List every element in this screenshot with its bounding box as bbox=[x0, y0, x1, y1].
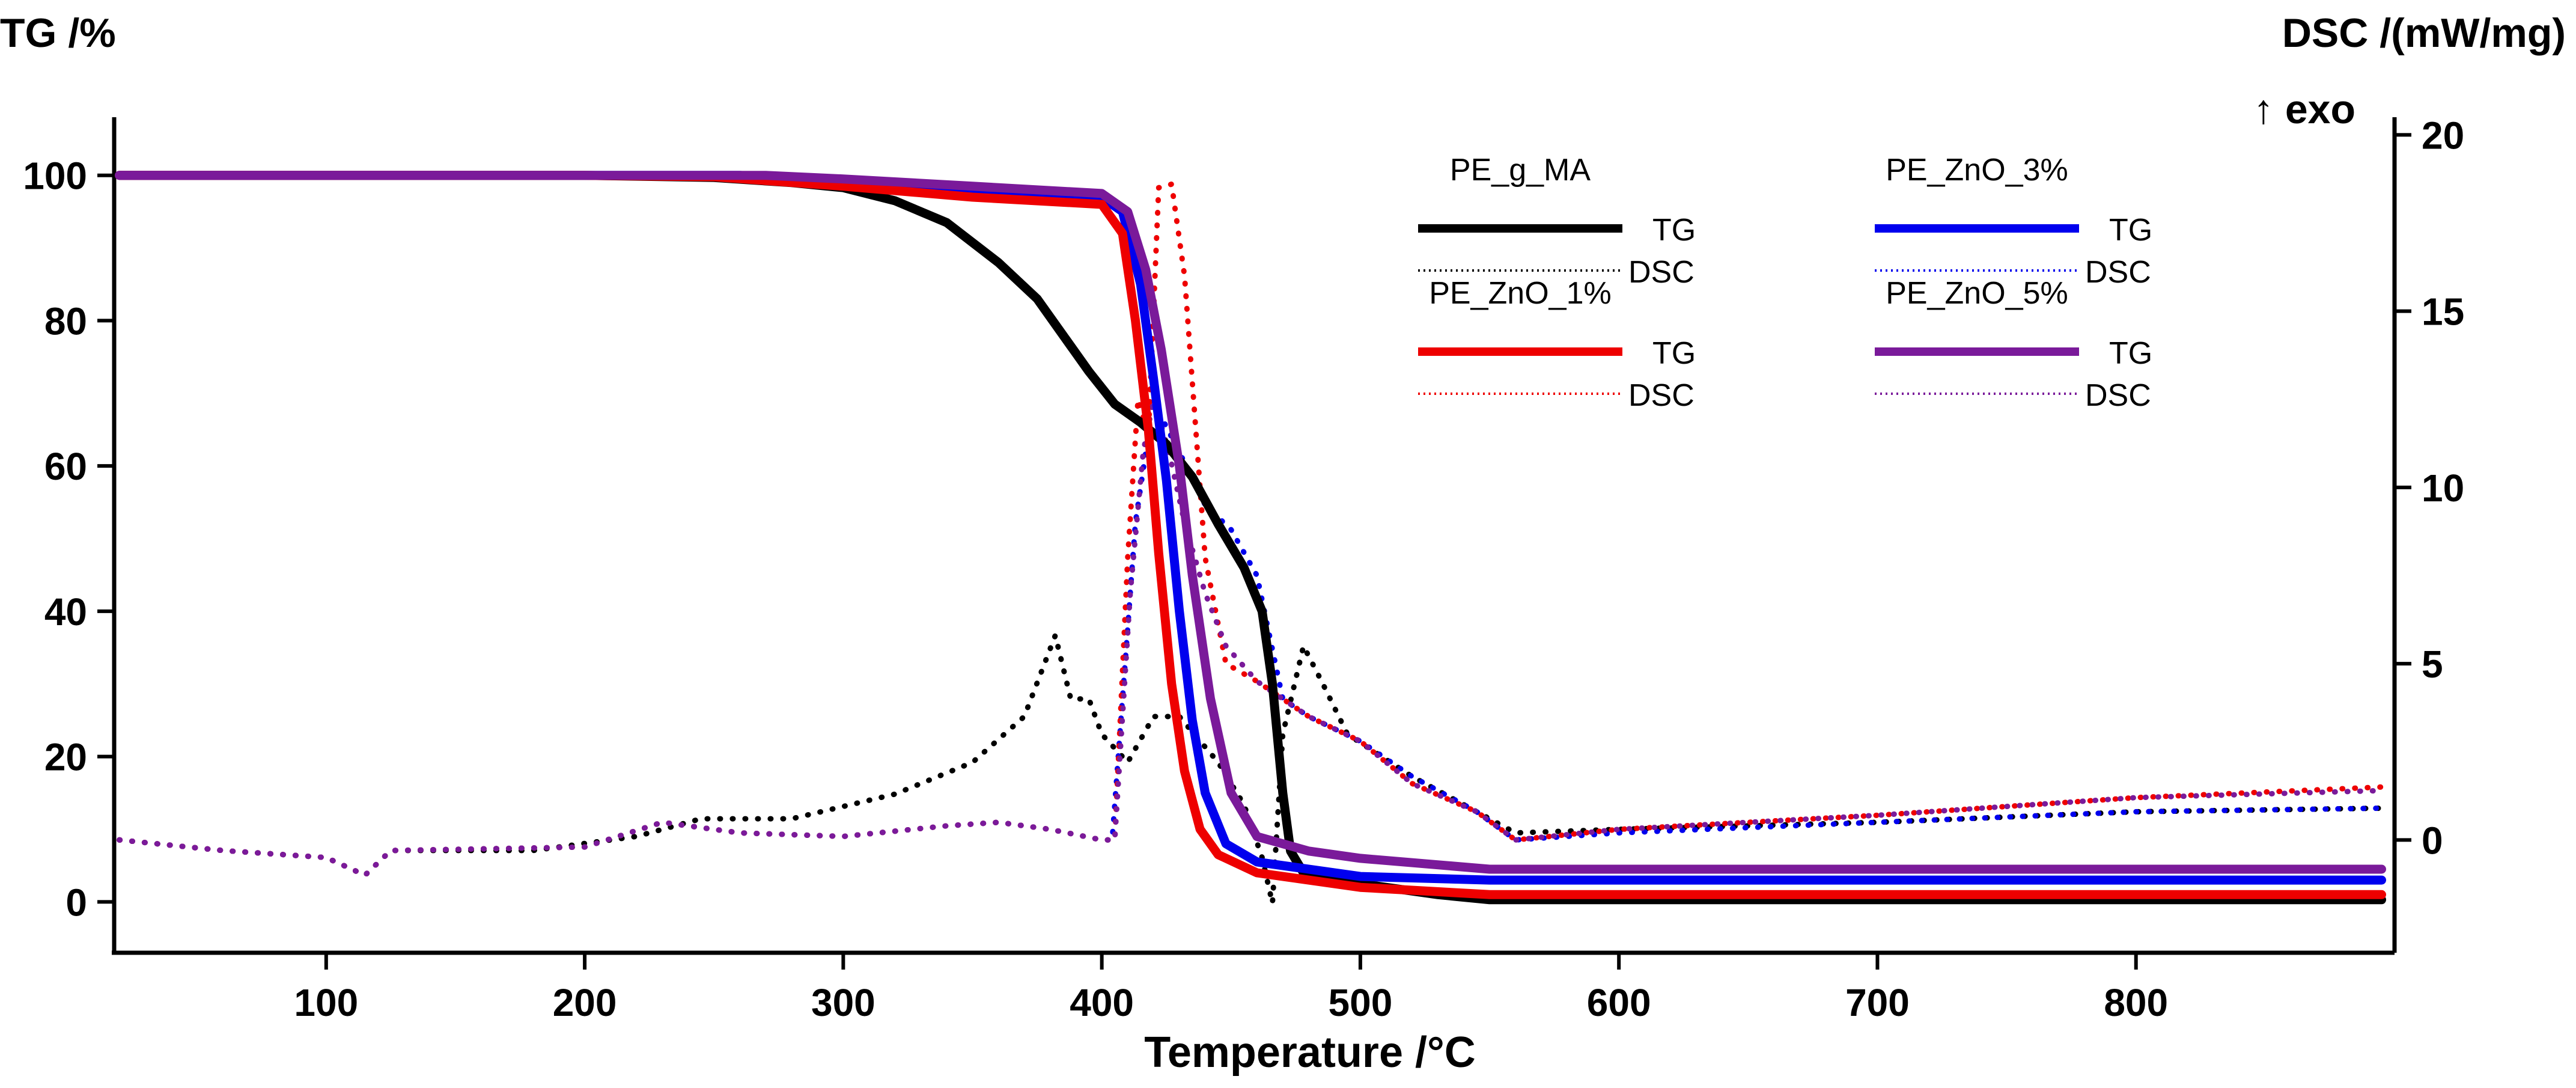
x-tick-label: 200 bbox=[553, 981, 617, 1024]
legend-label-tg: TG bbox=[1652, 213, 1696, 248]
series-pe-zno-3-dsc bbox=[117, 414, 2384, 878]
legend-label-dsc: DSC bbox=[2085, 255, 2151, 290]
x-tick-label: 100 bbox=[294, 981, 358, 1024]
legend: PE_g_MA TG DSC PE_ZnO_3% TG DSC PE_ZnO_1% TG DSC… bbox=[1418, 153, 2152, 413]
legend-label-dsc: DSC bbox=[1628, 378, 1694, 413]
y-left-tick-label: 40 bbox=[44, 590, 87, 634]
legend-label-tg: TG bbox=[2109, 336, 2152, 371]
legend-title-pe-g-ma: PE_g_MA bbox=[1450, 153, 1591, 188]
legend-label-dsc: DSC bbox=[1628, 255, 1694, 290]
x-tick-label: 500 bbox=[1329, 981, 1393, 1024]
y-left-tick-label: 60 bbox=[44, 445, 87, 488]
legend-title-pe-zno-1: PE_ZnO_1% bbox=[1429, 276, 1612, 311]
legend-label-tg: TG bbox=[2109, 213, 2152, 248]
x-tick-label: 400 bbox=[1070, 981, 1134, 1024]
x-tick-label: 600 bbox=[1587, 981, 1651, 1024]
y-right-axis-title: DSC /(mW/mg) bbox=[2282, 10, 2566, 56]
y-right-tick-label: 20 bbox=[2422, 114, 2464, 157]
series-pe-zno-1-tg bbox=[115, 171, 2386, 899]
curves bbox=[115, 171, 2386, 906]
y-left-axis-title: TG /% bbox=[0, 10, 116, 56]
y-right-tick-label: 10 bbox=[2422, 466, 2464, 510]
axes bbox=[112, 117, 2397, 955]
legend-title-pe-zno-3: PE_ZnO_3% bbox=[1886, 153, 2068, 188]
series-pe-zno-5-tg bbox=[115, 171, 2386, 874]
y-right-tick-label: 5 bbox=[2422, 643, 2443, 686]
y-right-tick-label: 15 bbox=[2422, 290, 2464, 334]
y-left-tick-label: 100 bbox=[23, 154, 87, 198]
y-right-tick-label: 0 bbox=[2422, 819, 2443, 862]
x-axis-title: Temperature /°C bbox=[1144, 1028, 1476, 1077]
y-left-tick-label: 80 bbox=[44, 299, 87, 343]
ticks: 100 200 300 400 500 600 700 800 0 20 40 60 80 100 0 5 10… bbox=[23, 114, 2464, 1024]
legend-label-tg: TG bbox=[1652, 336, 1696, 371]
y-left-tick-label: 0 bbox=[65, 881, 87, 924]
legend-title-pe-zno-5: PE_ZnO_5% bbox=[1886, 276, 2068, 311]
series-pe-zno-5-dsc bbox=[117, 396, 2384, 878]
x-tick-label: 800 bbox=[2104, 981, 2168, 1024]
x-tick-label: 700 bbox=[1845, 981, 1910, 1024]
x-tick-label: 300 bbox=[811, 981, 875, 1024]
exo-indicator: ↑ exo bbox=[2253, 87, 2355, 132]
legend-label-dsc: DSC bbox=[2085, 378, 2151, 413]
y-left-tick-label: 20 bbox=[44, 736, 87, 779]
